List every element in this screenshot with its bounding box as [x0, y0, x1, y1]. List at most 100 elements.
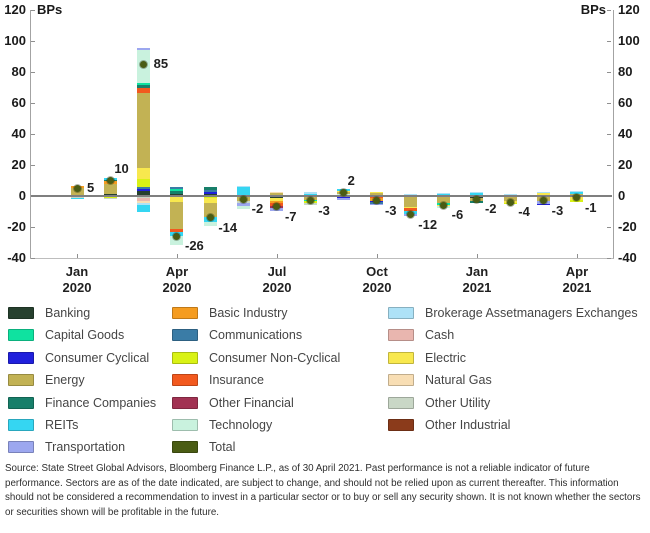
- bar-segment-reits: [570, 192, 584, 195]
- legend-swatch-finance-companies: [8, 396, 34, 409]
- bar-segment-electric: [170, 196, 184, 203]
- total-dot-jun-2020: [240, 195, 248, 203]
- legend-swatch-other-financial: [172, 396, 198, 409]
- bar-segment-finance-companies: [137, 85, 151, 89]
- x-label-month: Apr: [565, 264, 589, 279]
- y-tick-right: [607, 103, 611, 104]
- bar-segment-capital-goods: [170, 189, 184, 191]
- y-axis-label-left: 20: [11, 157, 26, 172]
- legend-label: Natural Gas: [425, 373, 492, 388]
- bar-segment-transportation: [370, 203, 384, 205]
- bar-segment-consumer-non-cyclical: [137, 178, 151, 187]
- bar-segment-basic-industry: [270, 201, 284, 203]
- legend-label: Banking: [45, 306, 91, 320]
- y-tick-right: [607, 258, 611, 259]
- legend-item-total: Total: [172, 438, 235, 456]
- legend-item-basic-industry: Basic Industry: [172, 304, 288, 322]
- total-value-label: 10: [114, 160, 129, 176]
- bar-segment-electric: [270, 198, 284, 202]
- y-tick-right: [607, 165, 611, 166]
- legend-item-technology: Technology: [172, 416, 272, 434]
- y-axis-label-right: -20: [618, 219, 637, 234]
- legend-item-electric: Electric: [388, 349, 466, 367]
- legend-swatch-total: [172, 441, 198, 454]
- x-axis-label: Jan 2021: [445, 264, 509, 296]
- y-tick-left: [31, 103, 35, 104]
- legend-swatch-communications: [172, 329, 198, 342]
- bar-segment-consumer-non-cyclical: [570, 199, 584, 203]
- bar-segment-brokerage-assetmanagers-exchanges: [470, 192, 484, 194]
- bar-segment-electric: [370, 192, 384, 194]
- bar-segment-banking: [170, 193, 184, 196]
- x-axis-label: Jul 2020: [245, 264, 309, 296]
- legend-swatch-consumer-cyclical: [8, 351, 34, 364]
- y-tick-right: [607, 134, 611, 135]
- legend-label: Total: [209, 440, 236, 455]
- total-dot-apr-2021: [573, 194, 581, 202]
- total-dot-may-2020: [206, 214, 214, 222]
- total-value-label: -6: [451, 207, 464, 223]
- bar-segment-other-utility: [70, 196, 84, 198]
- y-axis-label-right: 40: [618, 126, 633, 141]
- y-axis-label-right: 0: [618, 188, 626, 203]
- y-tick-right: [607, 41, 611, 42]
- y-axis-label-left: 120: [4, 2, 26, 17]
- total-value-label: -4: [518, 204, 530, 220]
- bar-segment-transportation: [337, 197, 351, 200]
- legend-label: Consumer Non-Cyclical: [209, 350, 341, 365]
- x-label-year: 2021: [462, 280, 492, 295]
- legend-label: REITs: [45, 418, 79, 432]
- bar-segment-brokerage-assetmanagers-exchanges: [570, 191, 584, 193]
- x-tick: [376, 254, 378, 258]
- bar-segment-technology: [170, 235, 184, 245]
- x-axis-label: Jan 2020: [45, 264, 109, 296]
- total-dot-mar-2021: [540, 197, 548, 205]
- total-value-label: -3: [384, 202, 397, 218]
- y-axis-label-left: 100: [4, 33, 26, 48]
- bar-segment-transportation: [237, 202, 251, 207]
- y-axis-label-left: 0: [18, 188, 26, 203]
- legend-item-banking: Banking: [8, 304, 90, 322]
- legend-item-consumer-non-cyclical: Consumer Non-Cyclical: [172, 349, 340, 367]
- bar-segment-finance-companies: [203, 187, 217, 190]
- bar-segment-energy: [170, 202, 184, 229]
- bar-segment-brokerage-assetmanagers-exchanges: [503, 194, 517, 196]
- bar-segment-energy: [270, 192, 284, 196]
- legend-item-communications: Communications: [172, 326, 302, 344]
- y-axis-label-left: 60: [11, 95, 26, 110]
- bar-segment-brokerage-assetmanagers-exchanges: [137, 202, 151, 206]
- y-tick-left: [31, 41, 35, 42]
- bar-segment-energy: [437, 196, 451, 203]
- legend-item-capital-goods: Capital Goods: [8, 326, 124, 344]
- legend-swatch-electric: [388, 351, 414, 364]
- legend-item-other-financial: Other Financial: [172, 394, 294, 412]
- legend-swatch-transportation: [8, 441, 34, 454]
- x-label-year: 2020: [362, 280, 392, 295]
- x-tick: [276, 254, 278, 258]
- y-axis-label-left: -40: [7, 250, 26, 265]
- bar-segment-brokerage-assetmanagers-exchanges: [403, 194, 417, 196]
- legend-swatch-technology: [172, 419, 198, 431]
- bar-segment-reits: [237, 187, 251, 196]
- total-value-label: -2: [251, 201, 264, 217]
- total-value-label: -2: [484, 201, 497, 217]
- bar-segment-brokerage-assetmanagers-exchanges: [537, 192, 551, 194]
- total-dot-sep-2020: [340, 189, 348, 197]
- y-tick-left: [31, 227, 35, 228]
- legend-item-other-industrial: Other Industrial: [388, 416, 510, 434]
- bar-segment-electric: [537, 192, 551, 196]
- bar-segment-insurance: [137, 88, 151, 93]
- y-tick-right: [607, 72, 611, 73]
- legend-label: Other Industrial: [425, 418, 511, 432]
- bar-segment-consumer-cyclical: [137, 189, 151, 192]
- legend-item-cash: Cash: [388, 326, 454, 344]
- y-axis-label-right: 120: [618, 2, 640, 17]
- bar-segment-reits: [303, 193, 317, 196]
- x-label-year: 2020: [62, 280, 92, 295]
- total-dot-oct-2020: [373, 197, 381, 205]
- y-tick-left: [31, 10, 35, 11]
- legend-label: Finance Companies: [45, 395, 157, 410]
- legend-item-transportation: Transportation: [8, 438, 125, 456]
- total-dot-jan-2020: [73, 184, 81, 192]
- bar-segment-banking: [137, 191, 151, 196]
